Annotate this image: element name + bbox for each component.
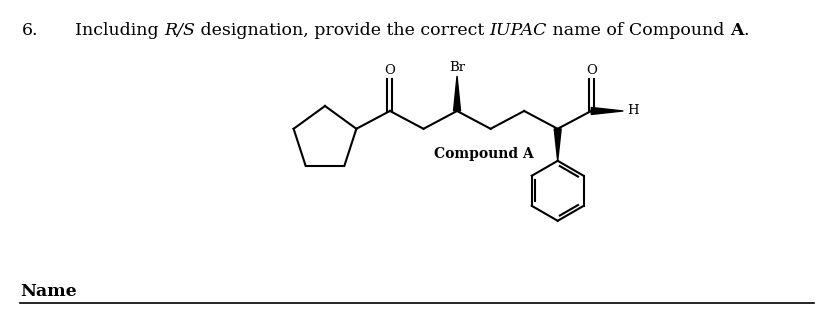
Text: name of Compound: name of Compound bbox=[547, 22, 730, 39]
Polygon shape bbox=[454, 76, 460, 111]
Text: 6.: 6. bbox=[22, 22, 38, 39]
Text: Name: Name bbox=[20, 283, 77, 300]
Text: R/S: R/S bbox=[164, 22, 195, 39]
Text: Br: Br bbox=[449, 61, 465, 74]
Polygon shape bbox=[555, 129, 561, 161]
Text: .: . bbox=[743, 22, 749, 39]
Text: IUPAC: IUPAC bbox=[490, 22, 547, 39]
Text: Including: Including bbox=[75, 22, 164, 39]
Text: designation, provide the correct: designation, provide the correct bbox=[195, 22, 490, 39]
Text: O: O bbox=[384, 64, 395, 77]
Text: A: A bbox=[730, 22, 743, 39]
Text: H: H bbox=[627, 104, 639, 118]
Text: O: O bbox=[585, 64, 596, 77]
Polygon shape bbox=[591, 108, 623, 114]
Text: Compound A: Compound A bbox=[434, 147, 534, 161]
